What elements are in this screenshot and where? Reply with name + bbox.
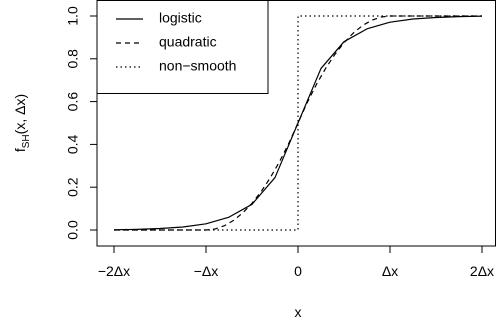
y-tick-label: 1.0: [65, 6, 81, 26]
y-axis-label-sub: SH: [21, 134, 32, 148]
x-tick-label: −2Δx: [98, 263, 130, 279]
legend-entry-label: non−smooth: [159, 58, 236, 74]
series-line-logistic: [113, 15, 483, 231]
x-tick-label: −Δx: [194, 263, 219, 279]
y-axis-label-main: f: [12, 148, 28, 152]
x-tick-label: Δx: [382, 263, 398, 279]
x-tick-label: 2Δx: [470, 263, 494, 279]
legend-box: [96, 0, 269, 94]
legend-entry-label: logistic: [159, 10, 202, 26]
series-layer: [113, 15, 483, 231]
x-tick-label: 0: [294, 263, 302, 279]
y-tick-label: 0.0: [65, 220, 81, 240]
y-tick-label: 0.6: [65, 92, 81, 112]
legend-entry-label: quadratic: [159, 34, 217, 50]
y-axis: 0.0 0.2 0.4 0.6 0.8 1.0: [65, 6, 98, 240]
y-tick-label: 0.2: [65, 177, 81, 197]
y-tick-label: 0.8: [65, 49, 81, 69]
legend: logistic quadratic non−smooth: [96, 0, 269, 94]
y-axis-label-args: (x, Δx): [12, 94, 28, 134]
x-axis-label: x: [295, 304, 302, 320]
y-axis-label: fSH(x, Δx): [12, 94, 32, 152]
x-axis: −2Δx −Δx 0 Δx 2Δx: [98, 245, 494, 279]
y-tick-label: 0.4: [65, 134, 81, 154]
